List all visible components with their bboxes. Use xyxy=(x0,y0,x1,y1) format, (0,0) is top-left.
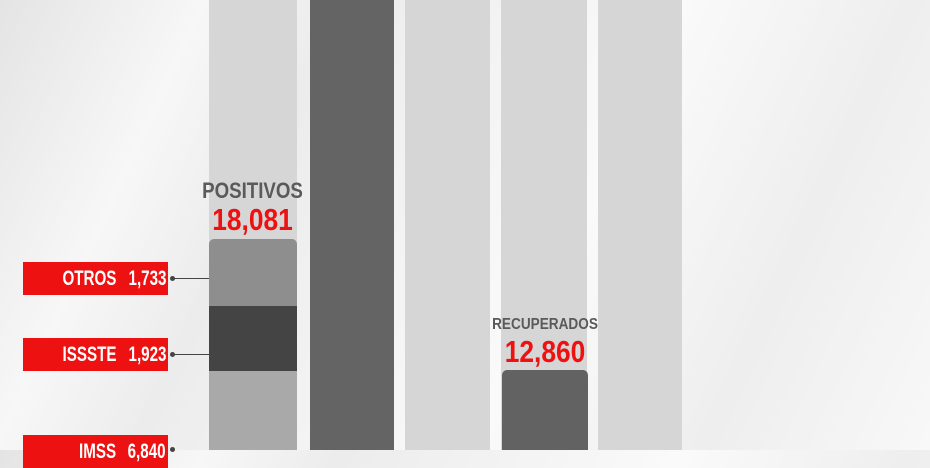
label-issste: ISSSTE 1,923 xyxy=(23,338,168,371)
label-imss: IMSS 6,840 xyxy=(23,435,168,468)
connector-line-otros xyxy=(172,278,209,279)
background-column-5 xyxy=(598,0,682,450)
bar-segment-otros xyxy=(209,239,297,306)
recuperados-title: RECUPERADOS xyxy=(492,316,598,333)
connector-line-issste xyxy=(172,354,209,355)
bar-segment-imss xyxy=(209,371,297,450)
bar-recuperados xyxy=(502,370,588,450)
background-column-2 xyxy=(310,0,394,450)
recuperados-value: 12,860 xyxy=(504,334,586,369)
bar-segment-issste xyxy=(209,306,297,371)
label-otros: OTROS 1,733 xyxy=(23,262,168,295)
background-column-3 xyxy=(405,0,490,450)
positivos-title: POSITIVOS xyxy=(202,178,303,203)
positivos-value: 18,081 xyxy=(212,202,293,237)
